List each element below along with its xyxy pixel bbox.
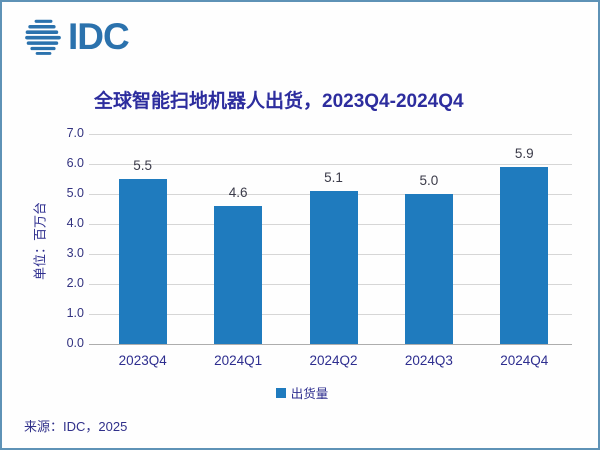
- source-note: 来源：IDC，2025: [24, 419, 128, 434]
- legend-label: 出货量: [290, 387, 329, 401]
- x-tick-label: 2023Q4: [118, 353, 167, 368]
- y-tick-label: 0.0: [66, 336, 84, 350]
- chart-title: 全球智能扫地机器人出货，2023Q4-2024Q4: [94, 91, 464, 112]
- gridline: [89, 164, 572, 165]
- bar-value-label: 5.9: [514, 146, 534, 161]
- y-tick-label: 5.0: [66, 186, 84, 200]
- bar-2024Q3: [404, 194, 453, 344]
- y-tick-label: 6.0: [66, 156, 84, 170]
- bar-value-label: 5.1: [324, 170, 343, 185]
- bar-value-label: 5.0: [419, 173, 439, 188]
- x-axis-line: [89, 344, 572, 345]
- x-axis-tick-labels: 2023Q4 2024Q1 2024Q2 2024Q3 2024Q4: [95, 353, 572, 371]
- y-tick-label: 7.0: [66, 126, 84, 140]
- idc-logo: IDC: [22, 15, 130, 57]
- y-tick-label: 1.0: [66, 306, 84, 320]
- gridline: [89, 134, 572, 135]
- y-axis-tick-labels: 0.0 1.0 2.0 3.0 4.0 5.0 6.0 7.0: [42, 126, 84, 350]
- bar-value-label: 5.5: [133, 158, 153, 173]
- y-tick-label: 3.0: [66, 246, 84, 260]
- plot-area: 5.5 4.6 5.1 5.0 5.9: [89, 134, 572, 345]
- globe-stripes-icon: [25, 19, 61, 55]
- x-tick-label: 2024Q4: [500, 353, 549, 368]
- x-tick-label: 2024Q1: [214, 353, 263, 368]
- idc-logo-text: IDC: [68, 15, 130, 57]
- y-tick-label: 2.0: [66, 276, 84, 290]
- legend-swatch: [275, 387, 286, 398]
- bar-2023Q4: [118, 179, 167, 344]
- x-tick-label: 2024Q3: [404, 353, 453, 368]
- bar-2024Q2: [309, 191, 358, 344]
- y-tick-label: 4.0: [66, 216, 84, 230]
- chart-legend: 出货量: [2, 383, 598, 403]
- x-tick-label: 2024Q2: [309, 353, 358, 368]
- legend-item: 出货量: [275, 383, 329, 402]
- bar-2024Q1: [214, 206, 263, 344]
- bar-2024Q4: [500, 167, 549, 344]
- bar-value-label: 4.6: [228, 185, 248, 200]
